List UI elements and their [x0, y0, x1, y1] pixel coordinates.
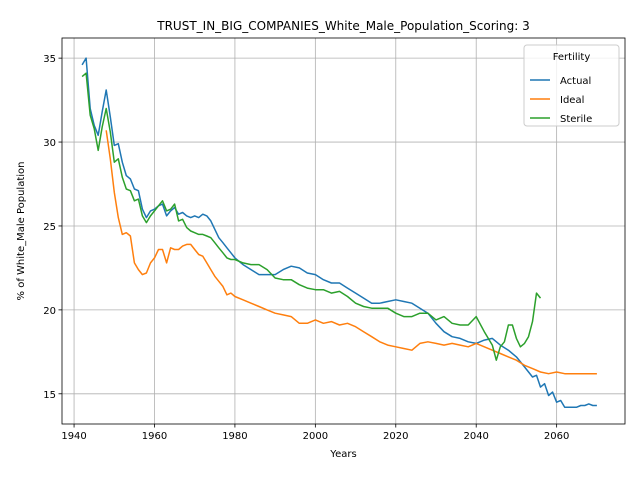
x-tick-label: 2040 [463, 431, 488, 442]
legend-entries: Actual Ideal Sterile [530, 76, 592, 125]
legend-title: Fertility [553, 52, 591, 63]
legend-box [523, 44, 620, 127]
axis-ticks: 1940 1960 1980 2000 2020 2040 2060 15 20 25 30 35 [43, 54, 569, 442]
x-tick-label: 2020 [383, 431, 408, 442]
x-tick-label: 1960 [142, 431, 167, 442]
legend-label-sterile: Sterile [560, 114, 592, 125]
x-tick-label: 2060 [544, 431, 569, 442]
y-tick-label: 25 [43, 222, 56, 233]
series-lines [81, 57, 597, 408]
grid-lines [62, 38, 625, 424]
series-line-sterile [81, 72, 542, 361]
plot-frame [61, 37, 626, 425]
x-tick-label: 2000 [303, 431, 328, 442]
y-tick-label: 35 [43, 54, 56, 65]
legend-label-actual: Actual [560, 76, 591, 87]
series-line-actual [81, 57, 597, 408]
legend-label-ideal: Ideal [560, 95, 584, 106]
legend: Fertility Actual Ideal Sterile [523, 44, 620, 127]
x-axis-label: Years [329, 449, 356, 460]
y-tick-label: 15 [43, 390, 56, 401]
x-tick-label: 1980 [222, 431, 247, 442]
y-tick-label: 20 [43, 306, 56, 317]
y-axis-label: % of White_Male Population [16, 162, 27, 301]
chart-title: TRUST_IN_BIG_COMPANIES_White_Male_Popula… [156, 19, 529, 33]
x-tick-label: 1940 [61, 431, 86, 442]
y-tick-label: 30 [43, 138, 56, 149]
